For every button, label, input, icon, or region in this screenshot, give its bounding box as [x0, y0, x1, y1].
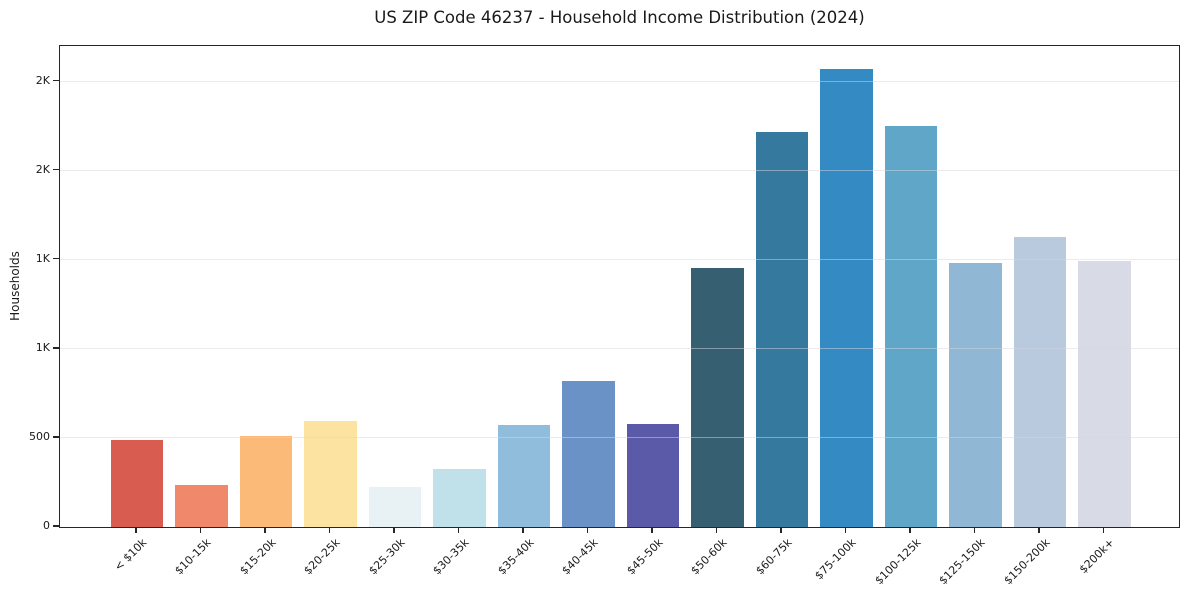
plot-area — [59, 45, 1180, 528]
y-axis-label-container: Households — [0, 45, 30, 527]
x-tick-label-text: $100-125k — [872, 536, 924, 588]
y-tick-mark-2500 — [53, 79, 59, 82]
x-tick-label-text: $50-60k — [688, 536, 730, 578]
y-tick-label-500: 500 — [29, 429, 50, 443]
x-tick-mark-$45-50k — [651, 527, 653, 533]
x-tick-mark-$25-30k — [393, 527, 395, 533]
x-tick-label-text: $15-20k — [236, 536, 279, 578]
bar-$60-75k — [755, 132, 809, 527]
x-tick-label-text: $10-15k — [172, 536, 214, 578]
y-tick-label-0: 0 — [43, 519, 50, 532]
y-tick-mark-500 — [53, 436, 59, 438]
x-tick-label-text: $75-100k — [812, 536, 859, 583]
x-tick-label-text: $35-40k — [494, 536, 537, 578]
chart-title: US ZIP Code 46237 - Household Income Dis… — [374, 8, 865, 27]
bar-$50-60k — [691, 267, 744, 527]
bar-$25-30k — [368, 486, 422, 527]
x-tick-label-text: $20-25k — [301, 536, 343, 578]
x-tick-label-text: < $10k — [111, 536, 150, 574]
bar-$100-125k — [884, 126, 938, 527]
y-tick-label-2500: 2K — [35, 73, 50, 87]
bar-$150-200k — [1013, 236, 1067, 527]
bar-$15-20k — [239, 436, 293, 527]
bar-$75-100k — [820, 69, 873, 527]
gridline-2000 — [60, 169, 1179, 171]
x-tick-label-text: $200k+ — [1076, 536, 1117, 577]
x-tick-mark-$200k+ — [1102, 527, 1105, 533]
bar-< $10k — [110, 439, 164, 527]
x-tick-label-text: $150-200k — [1001, 536, 1053, 588]
y-tick-mark-1500 — [53, 258, 59, 260]
x-tick-mark-$15-20k — [264, 527, 266, 533]
x-tick-mark-$60-75k — [780, 527, 782, 533]
x-tick-mark-$10-15k — [199, 527, 202, 533]
bar-$125-150k — [949, 263, 1002, 527]
x-tick-label-text: $45-50k — [623, 536, 666, 578]
x-tick-mark-$50-60k — [715, 527, 718, 533]
gridline-1500 — [60, 258, 1179, 260]
bar-$20-25k — [304, 421, 357, 527]
x-tick-label-text: $40-45k — [559, 536, 601, 578]
bar-$40-45k — [562, 380, 615, 527]
y-tick-mark-0 — [53, 525, 59, 527]
gridline-1000 — [60, 347, 1179, 349]
x-tick-label-text: $30-35k — [430, 536, 472, 578]
bar-$30-35k — [433, 469, 486, 527]
x-tick-mark-$125-150k — [973, 527, 976, 533]
y-tick-label-1500: 1K — [35, 251, 50, 265]
x-tick-mark-$20-25k — [328, 527, 331, 533]
bar-$10-15k — [175, 485, 228, 527]
x-tick-label-text: $125-150k — [936, 536, 988, 588]
x-tick-mark-$75-100k — [844, 527, 847, 533]
bar-$35-40k — [497, 425, 551, 527]
x-tick-mark-$35-40k — [522, 527, 524, 533]
x-tick-label-text: $60-75k — [752, 536, 795, 578]
x-tick-mark-$30-35k — [457, 527, 460, 533]
bar-$200k+ — [1078, 260, 1131, 527]
x-tick-mark-$150-200k — [1038, 527, 1040, 533]
bar-$45-50k — [626, 424, 680, 527]
x-tick-mark-< $10k — [135, 527, 137, 533]
gridline-500 — [60, 436, 1179, 438]
x-tick-mark-$40-45k — [586, 527, 589, 533]
x-tick-mark-$100-125k — [909, 527, 911, 533]
x-tick-label-text: $25-30k — [365, 536, 408, 578]
y-tick-mark-2000 — [53, 169, 59, 171]
y-tick-label-2000: 2K — [35, 162, 50, 176]
gridline-2500 — [60, 80, 1179, 82]
y-tick-label-1000: 1K — [35, 340, 50, 354]
y-tick-mark-1000 — [53, 347, 59, 349]
